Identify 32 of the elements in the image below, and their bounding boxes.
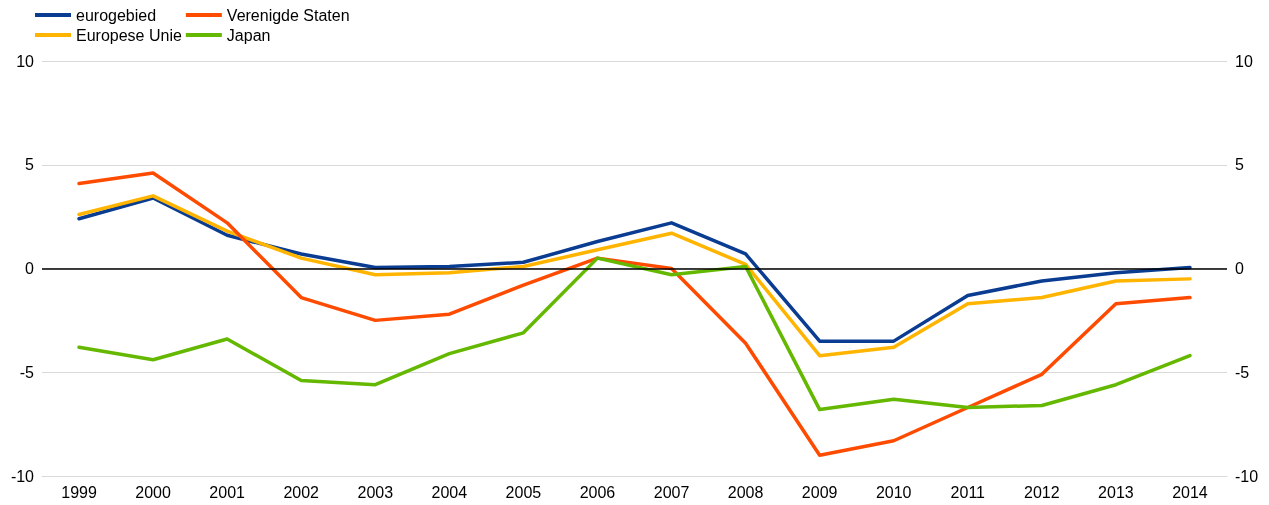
legend-label: Japan [226,26,271,44]
y2-tick-label: -10 [1235,467,1259,485]
x-tick-label: 2006 [579,483,616,501]
y-tick-label: 5 [25,156,35,174]
y2-tick-label: 10 [1235,52,1253,70]
y2-tick-label: 0 [1235,260,1244,277]
x-tick-label: 2009 [801,483,838,501]
x-tick-label: 2000 [135,483,171,501]
x-tick-label: 2014 [1172,483,1208,501]
x-tick-label: 2005 [505,483,542,501]
x-tick-label: 2013 [1098,483,1134,501]
y-tick-label: 0 [25,260,35,277]
legend-label: Verenigde Staten [226,6,350,24]
y-tick-label: 10 [16,52,35,70]
y2-tick-label: 5 [1235,156,1244,174]
x-tick-label: 2002 [283,483,320,501]
x-tick-label: 2010 [875,483,912,501]
y-tick-label: -10 [10,467,35,485]
legend-label: eurogebied [76,6,157,24]
x-tick-label: 2004 [431,483,468,501]
y2-tick-label: -5 [1235,363,1250,381]
y-tick-label: -5 [19,363,35,381]
legend-label: Europese Unie [76,26,182,44]
x-tick-label: 2008 [727,483,764,501]
line-series [77,256,1192,412]
line-series [77,171,1192,457]
x-tick-label: 2007 [653,483,690,501]
x-tick-label: 1999 [61,483,97,501]
x-tick-label: 2001 [209,483,246,501]
x-tick-label: 2011 [950,483,986,501]
x-tick-label: 2012 [1024,483,1060,501]
x-tick-label: 2003 [357,483,394,501]
